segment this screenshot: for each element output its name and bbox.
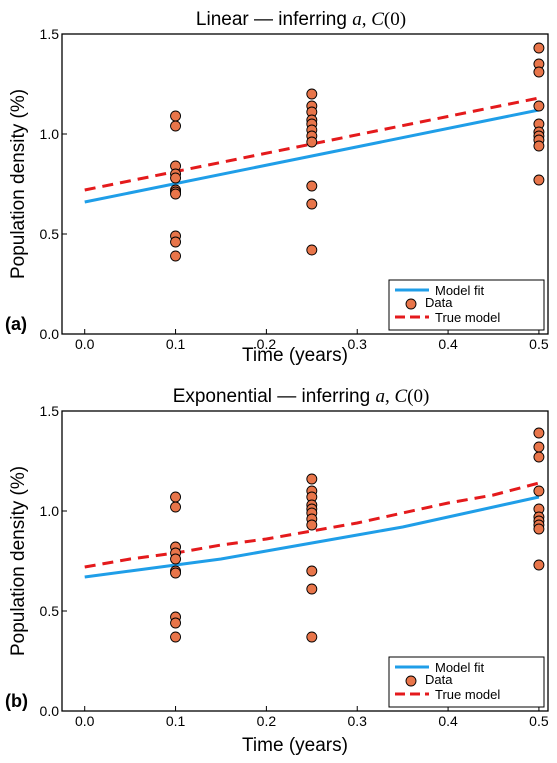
chart-title: Exponential — inferring a, C(0): [173, 386, 430, 407]
data-point: [306, 631, 318, 643]
model-fit-line: [84, 108, 540, 204]
x-tick-label: 0.1: [166, 336, 186, 352]
data-point: [170, 491, 182, 503]
data-point: [170, 236, 182, 248]
x-tick-label: 0.5: [529, 713, 549, 729]
title-part-sep: ,: [385, 386, 395, 407]
legend-data-swatch: [405, 298, 417, 310]
x-tick-label: 0.2: [257, 336, 277, 352]
data-point: [306, 244, 318, 256]
legend-model-fit-label: Model fit: [435, 660, 485, 675]
data-point: [306, 180, 318, 192]
chart-panel-a: 0.0 0.1 0.2 0.3 0.4 0.5 0.0 0.5 1.0 1.5 Time (year…: [5, 9, 549, 366]
legend-data-label: Data: [425, 672, 453, 687]
chart-panel-b: 0.0 0.1 0.2 0.3 0.4 0.5 0.0 0.5 1.0 1.5 Time (year…: [5, 386, 549, 756]
legend-model-fit-label: Model fit: [435, 283, 485, 298]
title-part-var_c: C: [394, 386, 407, 407]
x-tick-label: 0.3: [347, 336, 367, 352]
y-tick-label: 0.5: [40, 603, 60, 619]
x-tick-label: 0.4: [438, 336, 458, 352]
legend-true-model-label: True model: [435, 687, 500, 702]
data-point: [533, 485, 545, 497]
y-tick-label: 0.0: [40, 703, 60, 719]
data-point: [533, 140, 545, 152]
title-part-arg: (0): [384, 9, 406, 30]
data-point: [170, 250, 182, 262]
data-point: [533, 559, 545, 571]
y-tick-label: 0.5: [40, 226, 60, 242]
data-point: [533, 441, 545, 453]
chart-title: Linear — inferring a, C(0): [196, 9, 406, 30]
y-tick-label: 1.5: [40, 26, 60, 42]
data-point: [533, 427, 545, 439]
data-point: [170, 172, 182, 184]
data-point: [306, 136, 318, 148]
data-point: [170, 617, 182, 629]
true-model-line: [84, 96, 540, 192]
data-point: [170, 120, 182, 132]
x-tick-label: 0.0: [75, 713, 95, 729]
x-tick-label: 0.4: [438, 713, 458, 729]
data-point: [533, 100, 545, 112]
legend-true-model-label: True model: [435, 310, 500, 325]
y-tick-label: 0.0: [40, 326, 60, 342]
plot-frame: [61, 33, 549, 335]
panel-label: (b): [5, 691, 28, 711]
data-point: [170, 188, 182, 200]
title-part-var_a: a: [375, 386, 385, 407]
data-point: [170, 631, 182, 643]
model-fit-line: [84, 495, 540, 579]
data-point: [170, 567, 182, 579]
data-point: [533, 523, 545, 535]
data-point: [306, 583, 318, 595]
data-point: [533, 174, 545, 186]
data-point: [306, 519, 318, 531]
x-tick-label: 0.3: [347, 713, 367, 729]
panel-label: (a): [5, 314, 27, 334]
data-point: [170, 110, 182, 122]
data-point: [170, 501, 182, 513]
true-model-line: [84, 481, 540, 569]
legend-data-swatch: [405, 675, 417, 687]
data-point: [306, 88, 318, 100]
data-point: [533, 451, 545, 463]
data-point: [306, 473, 318, 485]
x-axis-label: Time (years): [242, 735, 348, 756]
x-axis-label: Time (years): [242, 345, 348, 366]
legend-data-label: Data: [425, 295, 453, 310]
data-point: [533, 42, 545, 54]
x-tick-label: 0.0: [75, 336, 95, 352]
y-tick-label: 1.0: [40, 503, 60, 519]
y-axis-label: Population density (%): [8, 466, 29, 656]
y-axis-label: Population density (%): [8, 89, 29, 279]
x-tick-label: 0.1: [166, 713, 186, 729]
plot-frame: [61, 410, 549, 712]
title-part-prefix: Linear — inferring: [196, 9, 352, 30]
x-tick-label: 0.5: [529, 336, 549, 352]
title-part-prefix: Exponential — inferring: [173, 386, 376, 407]
x-tick-label: 0.2: [257, 713, 277, 729]
data-point: [170, 553, 182, 565]
data-point: [306, 565, 318, 577]
y-tick-label: 1.0: [40, 126, 60, 142]
data-point: [306, 198, 318, 210]
title-part-arg: (0): [407, 386, 429, 407]
title-part-var_a: a: [352, 9, 362, 30]
title-part-var_c: C: [371, 9, 384, 30]
data-point: [533, 66, 545, 78]
y-tick-label: 1.5: [40, 403, 60, 419]
title-part-sep: ,: [362, 9, 372, 30]
